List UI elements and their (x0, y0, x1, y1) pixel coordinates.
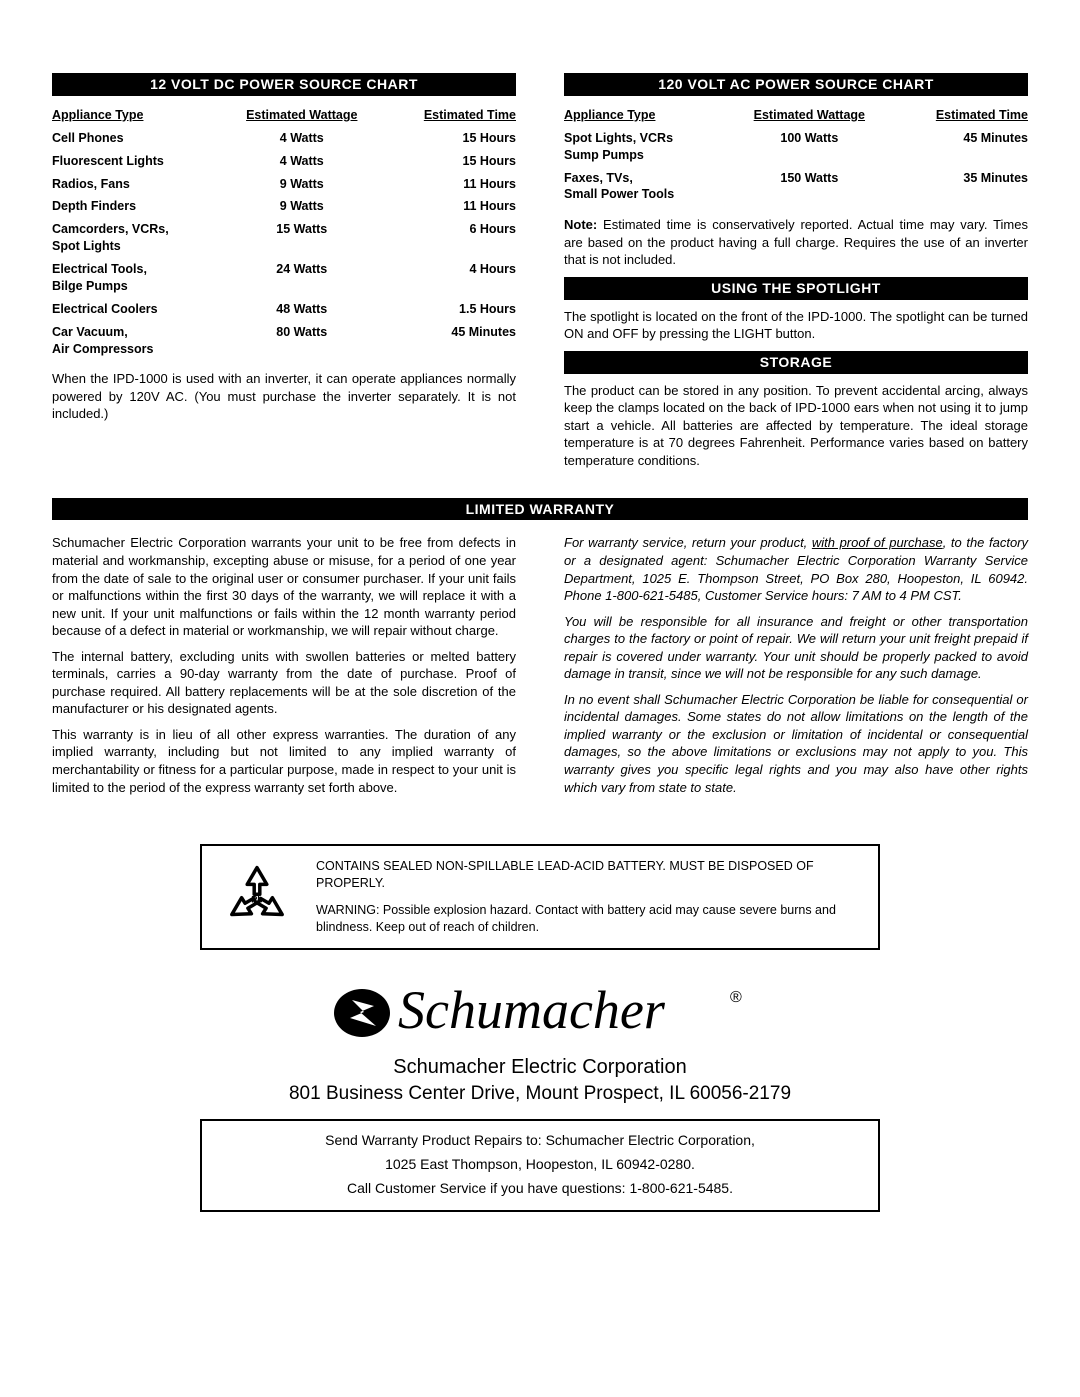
col-header: Appliance Type (564, 104, 727, 127)
ac-chart-table: Appliance Type Estimated Wattage Estimat… (564, 104, 1028, 206)
schumacher-logo: Schumacher ® (330, 978, 750, 1048)
warranty-right-col: For warranty service, return your produc… (564, 528, 1028, 804)
recycle-text: CONTAINS SEALED NON-SPILLABLE LEAD-ACID … (316, 858, 858, 936)
table-row: Spot Lights, VCRsSump Pumps100 Watts45 M… (564, 127, 1028, 167)
svg-text:Pb: Pb (251, 894, 263, 904)
dc-chart-title: 12 VOLT DC POWER SOURCE CHART (52, 73, 516, 96)
warranty-section: Schumacher Electric Corporation warrants… (52, 528, 1028, 804)
recycle-line1: CONTAINS SEALED NON-SPILLABLE LEAD-ACID … (316, 858, 858, 892)
svg-text:Schumacher: Schumacher (398, 980, 666, 1040)
dc-note: When the IPD-1000 is used with an invert… (52, 370, 516, 423)
table-row: Car Vacuum, Air Compressors80 Watts45 Mi… (52, 321, 516, 361)
repair-line3: Call Customer Service if you have questi… (222, 1177, 858, 1201)
warranty-left-col: Schumacher Electric Corporation warrants… (52, 528, 516, 804)
col-header: Estimated Wattage (727, 104, 892, 127)
recycle-pb-icon: Pb (222, 862, 292, 932)
table-row: Electrical Tools, Bilge Pumps24 Watts4 H… (52, 258, 516, 298)
warranty-paragraph: For warranty service, return your produc… (564, 534, 1028, 604)
storage-title: STORAGE (564, 351, 1028, 374)
spotlight-title: USING THE SPOTLIGHT (564, 277, 1028, 300)
table-row: Electrical Coolers48 Watts1.5 Hours (52, 298, 516, 321)
repair-line2: 1025 East Thompson, Hoopeston, IL 60942-… (222, 1153, 858, 1177)
col-header: Estimated Time (382, 104, 516, 127)
table-row: Faxes, TVs,Small Power Tools150 Watts35 … (564, 167, 1028, 207)
col-header: Estimated Time (892, 104, 1028, 127)
col-header: Estimated Wattage (221, 104, 382, 127)
ac-chart-title: 120 VOLT AC POWER SOURCE CHART (564, 73, 1028, 96)
table-row: Radios, Fans9 Watts11 Hours (52, 173, 516, 196)
warranty-paragraph: The internal battery, excluding units wi… (52, 648, 516, 718)
warranty-paragraph: You will be responsible for all insuranc… (564, 613, 1028, 683)
table-row: Depth Finders9 Watts11 Hours (52, 195, 516, 218)
warranty-paragraph: Schumacher Electric Corporation warrants… (52, 534, 516, 639)
recycle-line2: WARNING: Possible explosion hazard. Cont… (316, 902, 858, 936)
repair-line1: Send Warranty Product Repairs to: Schuma… (222, 1129, 858, 1153)
ac-note: Note: Estimated time is conservatively r… (564, 216, 1028, 269)
table-header-row: Appliance Type Estimated Wattage Estimat… (564, 104, 1028, 127)
power-source-section: 12 VOLT DC POWER SOURCE CHART Appliance … (52, 73, 1028, 478)
dc-column: 12 VOLT DC POWER SOURCE CHART Appliance … (52, 73, 516, 478)
table-row: Camcorders, VCRs, Spot Lights15 Watts6 H… (52, 218, 516, 258)
company-address: 801 Business Center Drive, Mount Prospec… (52, 1081, 1028, 1107)
warranty-title: LIMITED WARRANTY (52, 498, 1028, 521)
recycle-notice-box: Pb CONTAINS SEALED NON-SPILLABLE LEAD-AC… (200, 844, 880, 950)
table-row: Cell Phones4 Watts15 Hours (52, 127, 516, 150)
repair-address-box: Send Warranty Product Repairs to: Schuma… (200, 1119, 880, 1212)
spotlight-text: The spotlight is located on the front of… (564, 308, 1028, 343)
storage-text: The product can be stored in any positio… (564, 382, 1028, 470)
warranty-paragraph: This warranty is in lieu of all other ex… (52, 726, 516, 796)
table-row: Fluorescent Lights4 Watts15 Hours (52, 150, 516, 173)
warranty-paragraph: In no event shall Schumacher Electric Co… (564, 691, 1028, 796)
table-header-row: Appliance Type Estimated Wattage Estimat… (52, 104, 516, 127)
ac-column: 120 VOLT AC POWER SOURCE CHART Appliance… (564, 73, 1028, 478)
company-logo-block: Schumacher ® Schumacher Electric Corpora… (52, 978, 1028, 1108)
dc-chart-table: Appliance Type Estimated Wattage Estimat… (52, 104, 516, 361)
company-name: Schumacher Electric Corporation (52, 1054, 1028, 1081)
col-header: Appliance Type (52, 104, 221, 127)
svg-text:®: ® (730, 989, 742, 1006)
